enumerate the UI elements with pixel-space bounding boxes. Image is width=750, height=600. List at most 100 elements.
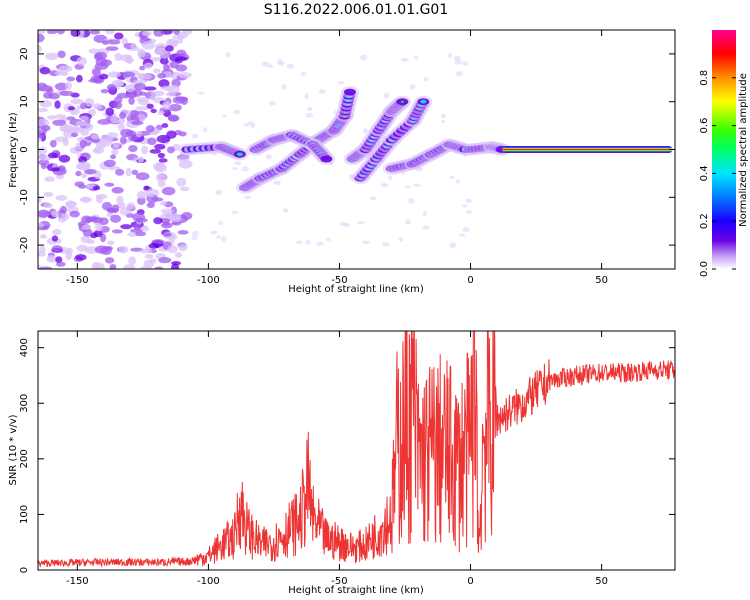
spectrogram-noise-cell	[141, 40, 156, 50]
spectrogram-noise-cell	[414, 55, 419, 60]
spectrogram-noise-cell	[398, 237, 404, 243]
spectrogram-noise-cell	[79, 139, 87, 149]
spectrogram-noise-cell	[179, 186, 190, 192]
spectrogram-x-tick-label: 50	[595, 275, 608, 286]
spectrogram-noise-cell	[163, 232, 172, 237]
spectrogram-noise-cell	[66, 247, 74, 255]
spectrogram-noise-cell	[130, 43, 137, 51]
spectrogram-noise-cell	[40, 125, 51, 132]
spectrogram-noise-cell	[135, 231, 147, 237]
snr-y-tick-label: 300	[19, 394, 30, 413]
spectrogram-noise-cell	[307, 106, 313, 112]
spectrogram-noise-cell	[449, 242, 457, 248]
spectrogram-noise-cell	[136, 191, 148, 200]
spectrogram-noise-cell	[234, 161, 242, 166]
spectrogram-noise-cell	[91, 68, 101, 77]
spectrogram-noise-cell	[137, 156, 145, 163]
spectrogram-noise-cell	[175, 56, 188, 61]
spectrogram-noise-cell	[281, 84, 287, 90]
spectrogram-noise-cell	[125, 167, 132, 177]
spectrogram-noise-cell	[38, 222, 45, 228]
spectrogram-noise-cell	[38, 209, 50, 218]
spectrogram-noise-cell	[90, 134, 100, 140]
spectrogram-noise-cell	[339, 221, 346, 226]
spectrogram-noise-cell	[318, 89, 326, 94]
spectrogram-noise-cell	[94, 223, 104, 232]
snr-frame	[37, 330, 676, 571]
spectrogram-noise-cell	[110, 214, 122, 223]
spectrogram-noise-cell	[114, 32, 124, 40]
snr-x-ticks: -150 -100 -50 0 50	[66, 331, 608, 587]
spectrogram-noise-cell	[38, 251, 47, 257]
spectrogram-noise-cell	[117, 92, 130, 99]
spectrogram-noise-cell	[181, 212, 193, 220]
spectrogram-noise-cell	[120, 224, 133, 230]
spectrogram-noise-cell	[44, 176, 55, 182]
spectrogram-noise-cell	[158, 79, 170, 88]
spectrogram-noise-cell	[127, 202, 135, 210]
spectrogram-noise-cell	[369, 196, 377, 201]
spectrogram-noise-cell	[160, 85, 173, 91]
spectrogram-noise-cell	[76, 244, 88, 252]
spectrogram-noise-cell	[115, 81, 124, 88]
spectrogram-noise-cell	[43, 202, 53, 209]
spectrogram-noise-cell	[72, 109, 80, 115]
spectrogram-noise-cell	[38, 33, 45, 43]
spectrogram-noise-cell	[95, 141, 106, 150]
spectrogram-noise-cell	[40, 163, 47, 170]
snr-x-tick-label: 0	[467, 576, 473, 587]
spectrogram-noise-cell	[111, 148, 119, 156]
spectrogram-signal-core	[400, 100, 404, 103]
snr-y-ticks: 0 100 200 300 400	[19, 338, 675, 573]
spectrogram-noise-cell	[105, 107, 115, 116]
spectrogram-noise-cell	[80, 127, 90, 136]
spectrogram-noise-cell	[198, 91, 205, 95]
spectrogram-noise-cell	[94, 51, 108, 60]
spectrogram-y-tick-label: 20	[19, 48, 30, 61]
spectrogram-noise-cell	[128, 256, 136, 266]
spectrogram-noise-cell	[130, 109, 140, 118]
spectrogram-noise-cell	[243, 122, 250, 127]
spectrogram-noise-cell	[158, 174, 166, 179]
spectrogram-noise-cell	[400, 57, 409, 62]
spectrogram-noise-cell	[405, 219, 411, 225]
snr-series-line	[38, 331, 675, 568]
spectrogram-noise-cell	[383, 92, 390, 99]
spectrogram-noise-cell	[111, 204, 120, 213]
spectrogram-noise-cell	[146, 103, 154, 109]
spectrogram-noise-cell	[166, 146, 175, 154]
colorbar-tick-label: 0.6	[699, 118, 710, 134]
spectrogram-y-tick-label: 0	[19, 146, 30, 152]
spectrogram-noise-cell	[152, 68, 161, 74]
spectrogram-noise-cell	[46, 254, 55, 262]
spectrogram-noise-cell	[154, 266, 164, 269]
spectrogram-noise-cell	[81, 224, 92, 230]
spectrogram-noise-cell	[466, 210, 472, 214]
spectrogram-noise-cell	[109, 263, 117, 269]
spectrogram-noise-cell	[51, 167, 61, 172]
spectrogram-noise-cell	[84, 168, 97, 175]
spectrogram-noise-cell	[113, 101, 123, 109]
spectrogram-noise-cell	[261, 61, 270, 67]
spectrogram-noise-cell	[56, 30, 65, 35]
spectrogram-noise-cell	[175, 64, 188, 72]
spectrogram-noise-cell	[171, 234, 178, 240]
spectrogram-noise-cell	[106, 84, 117, 91]
spectrogram-noise-cell	[156, 134, 171, 144]
spectrogram-noise-cell	[203, 126, 208, 133]
spectrogram-noise-cell	[161, 123, 169, 128]
spectrogram-noise-cell	[136, 97, 149, 103]
spectrogram-noise-cell	[300, 71, 307, 76]
spectrogram-noise-cell	[325, 237, 331, 242]
spectrogram-noise-cell	[107, 71, 121, 78]
spectrogram-noise-cell	[105, 246, 113, 251]
spectrogram-noise-cell	[269, 101, 276, 106]
spectrogram-noise-cell	[177, 230, 189, 235]
spectrogram-noise-cell	[65, 81, 72, 90]
spectrogram-noise-cell	[93, 230, 103, 238]
spectrogram-noise-cell	[54, 70, 68, 76]
spectrogram-noise-cell	[107, 240, 115, 246]
spectrogram-noise-cell	[119, 111, 126, 120]
spectrogram-x-tick-label: 0	[467, 275, 473, 286]
